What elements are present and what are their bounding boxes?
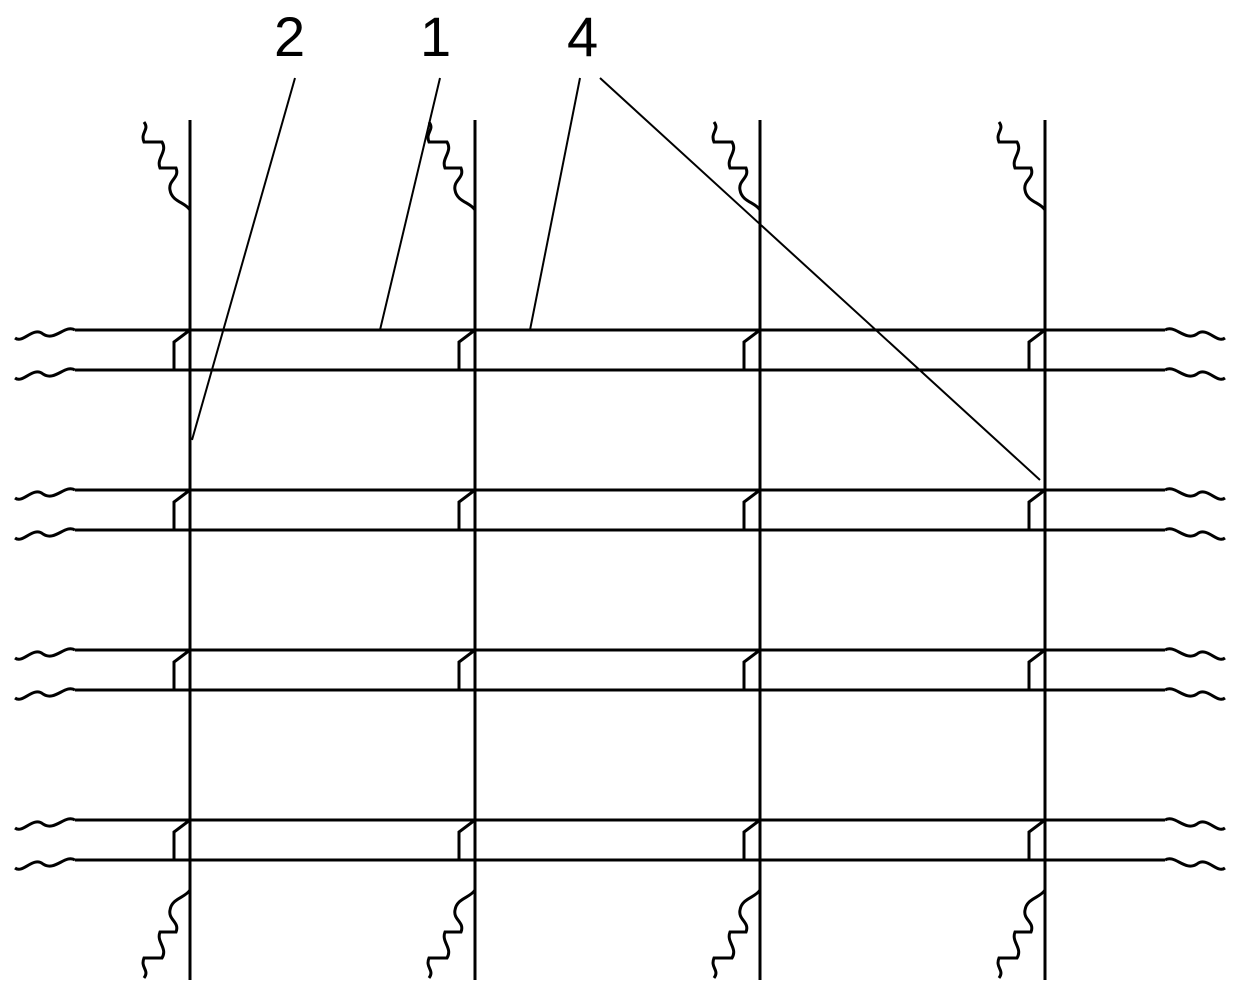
technical-drawing-svg	[0, 0, 1240, 1002]
diagram-canvas: 2 1 4	[0, 0, 1240, 1002]
callout-label-1: 1	[420, 4, 451, 69]
callout-label-2: 2	[274, 4, 305, 69]
callout-label-4: 4	[567, 4, 598, 69]
